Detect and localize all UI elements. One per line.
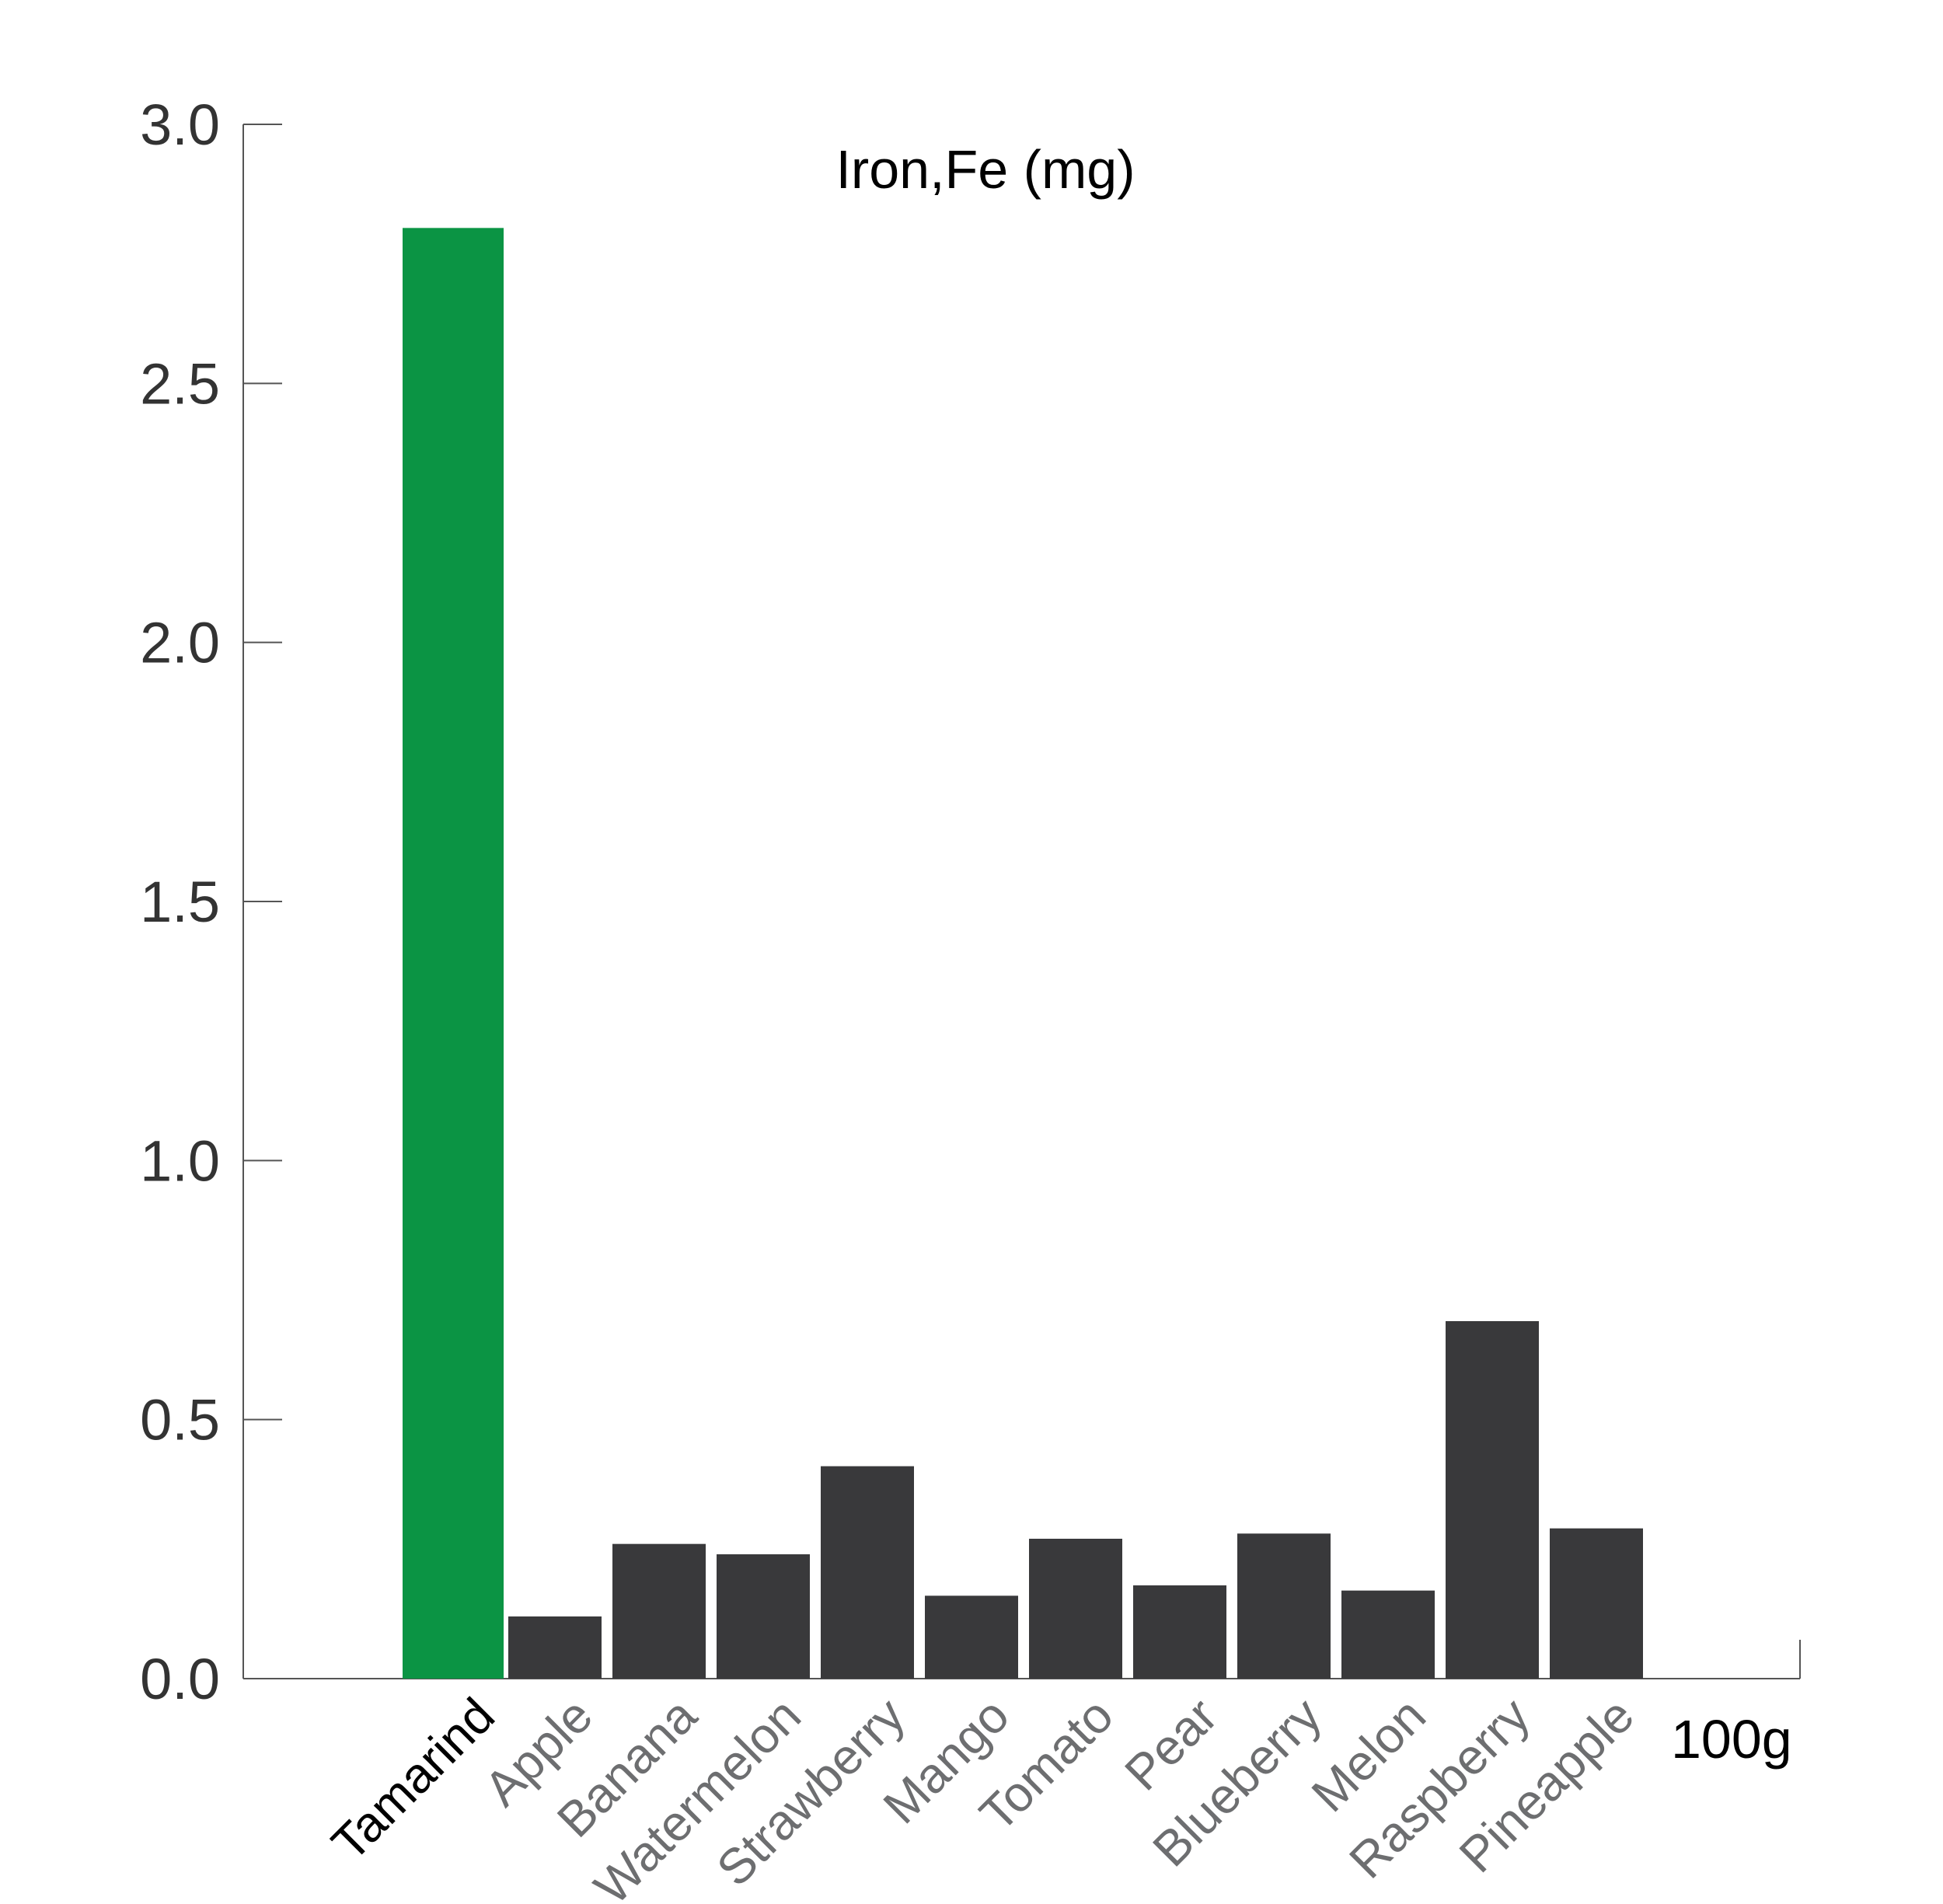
bar-watermelon	[717, 1554, 810, 1679]
y-tick-label: 1.5	[140, 870, 220, 934]
y-tick-label: 2.0	[140, 611, 220, 675]
y-tick-label: 3.0	[140, 92, 220, 157]
bar-raspberry	[1446, 1321, 1539, 1679]
bar-tamarind	[403, 228, 504, 1679]
y-tick-label: 1.0	[140, 1128, 220, 1193]
unit-label: 100g	[1671, 1709, 1792, 1770]
bar-melon	[1341, 1590, 1435, 1679]
bar-tomato	[1029, 1539, 1122, 1679]
y-tick-label: 0.0	[140, 1647, 220, 1711]
bar-pineapple	[1550, 1528, 1643, 1679]
y-axis-ticks: 0.0 0.5 1.0 1.5 2.0 2.5 3.0	[140, 92, 282, 1711]
chart-title: Iron,Fe (mg)	[835, 139, 1135, 200]
bar-apple	[508, 1616, 602, 1679]
y-tick-label: 2.5	[140, 351, 220, 416]
bar-blueberry	[1237, 1533, 1331, 1679]
bar-mango	[925, 1595, 1018, 1679]
bar-strawberry	[821, 1466, 914, 1679]
bar-pear	[1133, 1585, 1226, 1679]
bar-banana	[612, 1543, 706, 1679]
y-tick-label: 0.5	[140, 1388, 220, 1452]
x-axis-labels: TamarindAppleBananaWatermelonStrawberryM…	[321, 1687, 1645, 1904]
chart-bars	[403, 228, 1643, 1679]
